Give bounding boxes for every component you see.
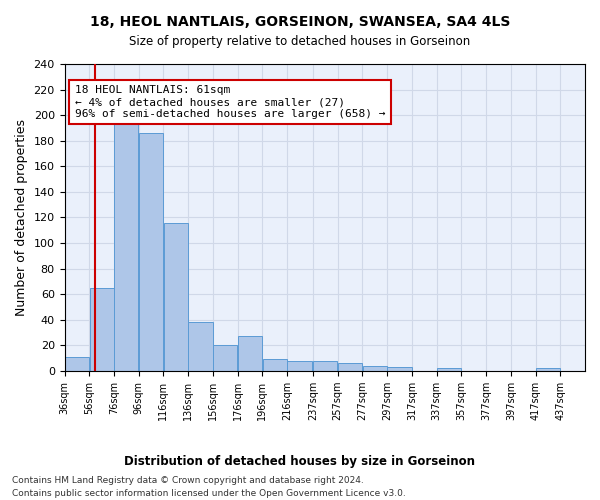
Bar [363,366,387,371]
Text: Contains public sector information licensed under the Open Government Licence v3: Contains public sector information licen… [12,488,406,498]
Text: 18, HEOL NANTLAIS, GORSEINON, SWANSEA, SA4 4LS: 18, HEOL NANTLAIS, GORSEINON, SWANSEA, S… [90,15,510,29]
Bar [188,322,212,371]
Bar [287,360,311,371]
Bar [65,356,89,371]
Bar [437,368,461,371]
Bar [338,363,362,371]
Text: 18 HEOL NANTLAIS: 61sqm
← 4% of detached houses are smaller (27)
96% of semi-det: 18 HEOL NANTLAIS: 61sqm ← 4% of detached… [75,86,385,118]
Bar [313,360,337,371]
Text: Size of property relative to detached houses in Gorseinon: Size of property relative to detached ho… [130,35,470,48]
Bar [89,288,114,371]
Bar [139,133,163,371]
Bar [536,368,560,371]
Bar [164,222,188,371]
Text: Distribution of detached houses by size in Gorseinon: Distribution of detached houses by size … [125,455,476,468]
Y-axis label: Number of detached properties: Number of detached properties [15,119,28,316]
Bar [114,118,139,371]
Bar [388,367,412,371]
Bar [213,345,238,371]
Bar [263,360,287,371]
Text: Contains HM Land Registry data © Crown copyright and database right 2024.: Contains HM Land Registry data © Crown c… [12,476,364,485]
Bar [238,336,262,371]
